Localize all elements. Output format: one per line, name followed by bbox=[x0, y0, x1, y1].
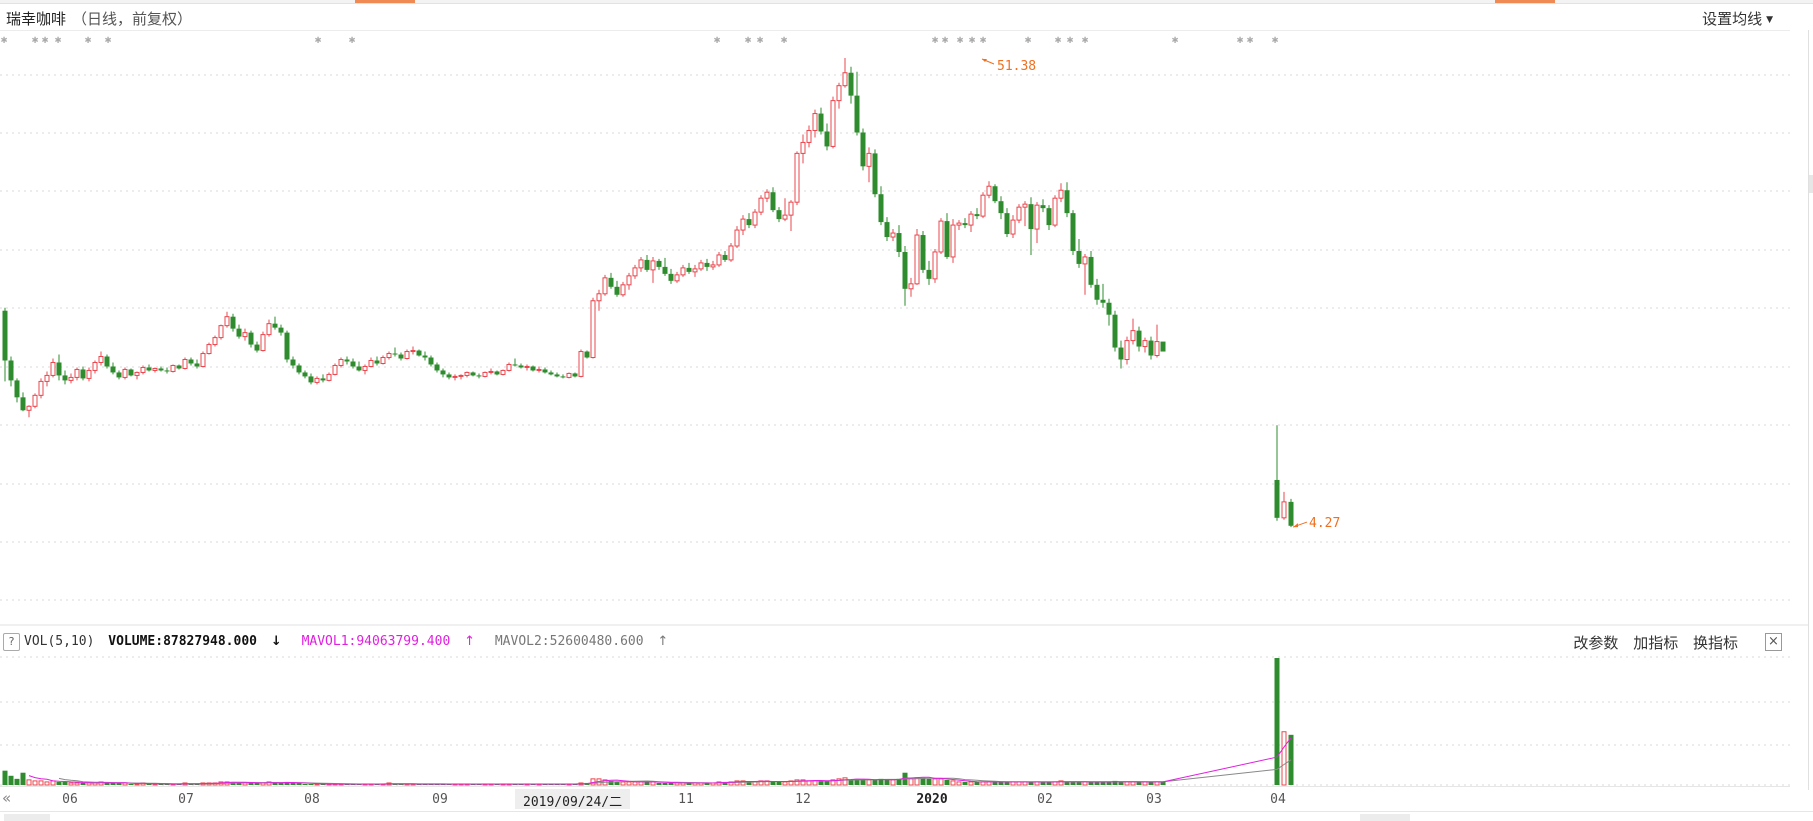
indicator-actions: 改参数 加指标 换指标 bbox=[1563, 632, 1738, 653]
axis-tick-label: 12 bbox=[795, 792, 811, 807]
svg-text:51.38: 51.38 bbox=[997, 59, 1036, 74]
svg-text:✱: ✱ bbox=[980, 33, 987, 46]
date-axis[interactable]: « 2019/09/24/二 06 07 08 09 11 12 2020 02 03 04 bbox=[0, 786, 1790, 811]
scroll-left-button[interactable]: « bbox=[2, 789, 12, 807]
svg-text:4.27: 4.27 bbox=[1309, 516, 1340, 531]
scrollbar-track[interactable] bbox=[1808, 30, 1809, 790]
volume-value: VOLUME:87827948.000 ↓ bbox=[108, 634, 282, 649]
active-tab-indicator bbox=[355, 0, 415, 3]
chart-mode: （日线，前复权） bbox=[72, 10, 193, 28]
svg-text:✱: ✱ bbox=[1237, 33, 1244, 46]
bottom-tab[interactable] bbox=[1360, 814, 1410, 821]
arrow-up-icon: ↑ bbox=[657, 634, 669, 649]
arrow-up-icon: ↑ bbox=[464, 634, 476, 649]
scrollbar-thumb[interactable] bbox=[1809, 175, 1813, 193]
axis-tick-label: 2020 bbox=[916, 792, 948, 807]
ma-setting-label: 设置均线 bbox=[1702, 10, 1763, 28]
caret-down-icon: ▼ bbox=[1766, 15, 1773, 25]
svg-text:✱: ✱ bbox=[714, 33, 721, 46]
axis-tick-label: 03 bbox=[1146, 792, 1162, 807]
indicator-name: VOL(5,10) bbox=[24, 634, 95, 649]
svg-text:✱: ✱ bbox=[1247, 33, 1254, 46]
svg-text:✱: ✱ bbox=[969, 33, 976, 46]
svg-text:✱: ✱ bbox=[42, 33, 49, 46]
svg-text:✱: ✱ bbox=[957, 33, 964, 46]
svg-text:✱: ✱ bbox=[1272, 33, 1279, 46]
axis-tick-label: 11 bbox=[678, 792, 694, 807]
svg-text:✱: ✱ bbox=[1, 33, 8, 46]
close-icon[interactable]: × bbox=[1765, 633, 1782, 651]
edit-params-button[interactable]: 改参数 bbox=[1573, 634, 1619, 652]
axis-tick-label: 07 bbox=[178, 792, 194, 807]
svg-text:✱: ✱ bbox=[781, 33, 788, 46]
svg-text:✱: ✱ bbox=[315, 33, 322, 46]
bottom-toolbar bbox=[0, 811, 1813, 821]
ma-setting-dropdown[interactable]: 设置均线 ▼ bbox=[1702, 8, 1773, 29]
active-tab-indicator bbox=[1495, 0, 1555, 3]
axis-tick-label: 02 bbox=[1037, 792, 1053, 807]
axis-tick-label: 08 bbox=[304, 792, 320, 807]
svg-text:✱: ✱ bbox=[55, 33, 62, 46]
svg-text:✱: ✱ bbox=[932, 33, 939, 46]
svg-text:✱: ✱ bbox=[1055, 33, 1062, 46]
chart-title: 瑞幸咖啡 （日线，前复权） bbox=[6, 8, 192, 29]
bottom-tab[interactable] bbox=[4, 814, 50, 821]
volume-panel-header: ? VOL(5,10) VOLUME:87827948.000 ↓ MAVOL1… bbox=[0, 632, 1790, 654]
axis-tick-label: 09 bbox=[432, 792, 448, 807]
svg-text:✱: ✱ bbox=[1025, 33, 1032, 46]
svg-text:✱: ✱ bbox=[85, 33, 92, 46]
switch-indicator-button[interactable]: 换指标 bbox=[1692, 634, 1738, 652]
svg-text:✱: ✱ bbox=[942, 33, 949, 46]
svg-text:✱: ✱ bbox=[349, 33, 356, 46]
stock-name: 瑞幸咖啡 bbox=[6, 10, 67, 28]
svg-text:✱: ✱ bbox=[105, 33, 112, 46]
arrow-down-icon: ↓ bbox=[270, 634, 282, 649]
svg-text:✱: ✱ bbox=[1082, 33, 1089, 46]
top-tab-strip bbox=[0, 0, 1813, 4]
mavol1-value: MAVOL1:94063799.400 ↑ bbox=[301, 634, 476, 649]
header-divider bbox=[0, 30, 1790, 31]
add-indicator-button[interactable]: 加指标 bbox=[1633, 634, 1679, 652]
svg-text:✱: ✱ bbox=[745, 33, 752, 46]
chart-header: 瑞幸咖啡 （日线，前复权） 设置均线 ▼ bbox=[0, 4, 1813, 30]
axis-tick-label: 04 bbox=[1270, 792, 1286, 807]
svg-text:✱: ✱ bbox=[32, 33, 39, 46]
volume-chart[interactable] bbox=[0, 654, 1808, 786]
crosshair-date-label: 2019/09/24/二 bbox=[515, 789, 631, 810]
svg-text:✱: ✱ bbox=[1172, 33, 1179, 46]
axis-tick-label: 06 bbox=[62, 792, 78, 807]
mavol2-value: MAVOL2:52600480.600 ↑ bbox=[494, 634, 669, 649]
help-icon[interactable]: ? bbox=[3, 633, 20, 651]
svg-text:✱: ✱ bbox=[757, 33, 764, 46]
svg-text:✱: ✱ bbox=[1067, 33, 1074, 46]
price-chart[interactable]: ✱ ✱ ✱ ✱ ✱ ✱ ✱ ✱ ✱ ✱ ✱ ✱ ✱ ✱ ✱ ✱ ✱ ✱ ✱ ✱ ✱ ✱ ✱ ✱ ✱51.384.27 bbox=[0, 31, 1808, 626]
